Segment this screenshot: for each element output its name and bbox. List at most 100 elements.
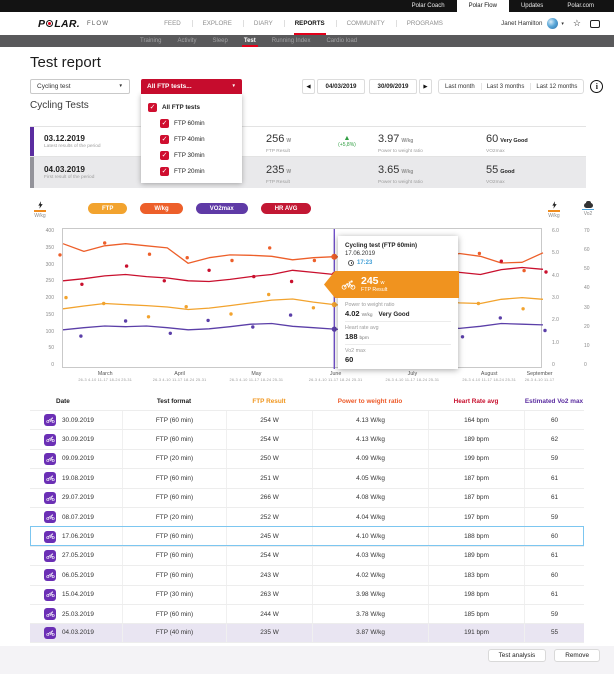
subnav-sleep[interactable]: Sleep	[204, 35, 235, 47]
selected-data-point[interactable]	[332, 302, 337, 307]
table-row[interactable]: 25.03.2019FTP (60 min)244 W3.78 W/kg185 …	[30, 604, 584, 623]
table-cell-power-to-weight: 4.02 W/kg	[312, 566, 428, 584]
selected-data-point[interactable]	[332, 327, 337, 332]
right-axis-header-wkg: W/kg	[544, 201, 564, 219]
favorites-star-icon[interactable]: ☆	[573, 19, 581, 28]
start-date-input[interactable]: 04/03/2019	[317, 79, 365, 94]
column-header-ftp-result[interactable]: FTP Result	[226, 398, 312, 405]
selected-data-point[interactable]	[331, 254, 337, 260]
prev-period-button[interactable]: ◀	[302, 79, 315, 94]
tooltip-ftp-banner: 245 w FTP Result	[324, 271, 459, 298]
table-row[interactable]: 30.09.2019FTP (60 min)254 W4.13 W/kg164 …	[30, 410, 584, 429]
nav-item-explore[interactable]: EXPLORE	[192, 12, 243, 35]
checkbox-checked-icon[interactable]: ✓	[160, 119, 169, 128]
link-polar-coach[interactable]: Polar Coach	[400, 0, 457, 12]
dropdown-option-ftp-30[interactable]: ✓ FTP 30min	[141, 147, 242, 163]
table-row[interactable]: 27.05.2019FTP (60 min)254 W4.03 W/kg189 …	[30, 546, 584, 565]
user-avatar[interactable]	[547, 18, 558, 29]
polar-logo[interactable]: PLAR. FLOW	[38, 18, 109, 30]
trend-chart[interactable]	[62, 228, 542, 368]
link-polar-flow[interactable]: Polar Flow	[457, 0, 509, 12]
subnav-test[interactable]: Test	[236, 35, 264, 47]
table-row[interactable]: 06.05.2019FTP (60 min)243 W4.02 W/kg183 …	[30, 565, 584, 584]
nav-item-diary[interactable]: DIARY	[243, 12, 284, 35]
cycling-icon	[44, 627, 56, 639]
preset-last-3-months[interactable]: Last 3 months	[481, 80, 531, 93]
summary-row-first[interactable]: 04.03.2019 First result of the period FT…	[30, 157, 586, 188]
table-cell-ftp-result: 251 W	[226, 469, 312, 487]
table-cell-date: 29.07.2019	[30, 489, 122, 507]
legend-ftp[interactable]: FTP	[88, 203, 127, 214]
table-cell-date: 08.07.2019	[30, 508, 122, 526]
nav-item-reports[interactable]: REPORTS	[284, 12, 336, 35]
axis-underline	[548, 210, 560, 212]
axis-tick-vo2: 70	[584, 228, 590, 234]
scatter-dot	[521, 307, 524, 310]
scatter-dot	[289, 313, 292, 316]
user-menu[interactable]: Janet Hamilton ▾ ☆	[501, 18, 600, 29]
next-period-button[interactable]: ▶	[419, 79, 432, 94]
column-header-heart-rate-avg[interactable]: Heart Rate avg	[428, 398, 524, 405]
legend-wkg[interactable]: W/kg	[140, 203, 182, 214]
test-type-select[interactable]: Cycling test ▼	[30, 79, 130, 94]
column-header-test-format[interactable]: Test format	[122, 398, 226, 405]
column-header-estimated-vo2-max[interactable]: Estimated Vo2 max	[524, 398, 584, 405]
nav-item-community[interactable]: COMMUNITY	[336, 12, 396, 35]
ftp-caption: FTP Result	[266, 149, 326, 154]
scatter-dot	[103, 241, 106, 244]
link-updates[interactable]: Updates	[509, 0, 555, 12]
subnav-training[interactable]: Training	[132, 35, 169, 47]
table-cell-ftp-result: 243 W	[226, 566, 312, 584]
checkbox-checked-icon[interactable]: ✓	[160, 167, 169, 176]
table-row[interactable]: 04.03.2019FTP (40 min)235 W3.87 W/kg191 …	[30, 623, 584, 642]
checkbox-checked-icon[interactable]: ✓	[160, 151, 169, 160]
checkbox-checked-icon[interactable]: ✓	[148, 103, 157, 112]
subnav-running-index[interactable]: Running Index	[264, 35, 319, 47]
preset-last-12-months[interactable]: Last 12 months	[530, 80, 583, 93]
tooltip-title: Cycling test (FTP 60min)	[345, 242, 451, 249]
date-range-controls: ◀ 04/03/2019 30/09/2019 ▶ Last month Las…	[302, 79, 603, 94]
table-row[interactable]: 09.09.2019FTP (20 min)250 W4.09 W/kg199 …	[30, 449, 584, 468]
right-axis-ticks-wkg: 6.05.04.03.02.01.00	[548, 228, 570, 368]
legend-vo2max[interactable]: VO2max	[196, 203, 248, 214]
scatter-dot	[477, 302, 480, 305]
date-value: 29.07.2019	[62, 494, 94, 501]
table-row[interactable]: 19.08.2019FTP (60 min)251 W4.05 W/kg187 …	[30, 468, 584, 487]
info-icon[interactable]: i	[590, 80, 603, 93]
table-row[interactable]: 29.07.2019FTP (60 min)266 W4.08 W/kg187 …	[30, 488, 584, 507]
ftp-filter-select[interactable]: All FTP tests... ▼	[141, 79, 242, 94]
table-cell-vo2max: 59	[524, 450, 584, 468]
dropdown-option-ftp-60[interactable]: ✓ FTP 60min	[141, 115, 242, 131]
month-label: March26-3 4-10 11-17 18-24 25-31	[78, 371, 132, 382]
tooltip-row-label: Heart rate avg	[345, 325, 451, 331]
column-header-power-to-weight-ratio[interactable]: Power to weight ratio	[312, 398, 428, 405]
table-row[interactable]: 15.04.2019FTP (30 min)263 W3.98 W/kg198 …	[30, 585, 584, 604]
table-row[interactable]: 30.09.2019FTP (60 min)254 W4.13 W/kg189 …	[30, 429, 584, 448]
link-polar-com[interactable]: Polar.com	[555, 0, 606, 12]
legend-hr-avg[interactable]: HR AVG	[261, 203, 312, 214]
table-cell-date: 09.09.2019	[30, 450, 122, 468]
table-row[interactable]: 17.06.2019FTP (60 min)245 W4.10 W/kg188 …	[30, 526, 584, 545]
axis-tick-vo2: 50	[584, 266, 590, 272]
remove-button[interactable]: Remove	[554, 649, 600, 662]
dropdown-option-ftp-40[interactable]: ✓ FTP 40min	[141, 131, 242, 147]
subnav-activity[interactable]: Activity	[169, 35, 204, 47]
nav-item-programs[interactable]: PROGRAMS	[396, 12, 454, 35]
test-analysis-button[interactable]: Test analysis	[488, 649, 547, 662]
dropdown-option-all[interactable]: ✓ All FTP tests	[141, 99, 242, 115]
date-value: 30.09.2019	[62, 417, 94, 424]
table-cell-format: FTP (60 min)	[122, 527, 226, 545]
tooltip-row-unit: W/kg	[362, 313, 373, 318]
summary-row-latest[interactable]: 03.12.2019 Latest results of the period …	[30, 126, 586, 157]
test-type-value: Cycling test	[37, 83, 71, 90]
preset-last-month[interactable]: Last month	[439, 80, 481, 93]
column-header-date[interactable]: Date	[30, 398, 122, 405]
subnav-cardio-load[interactable]: Cardio load	[318, 35, 365, 47]
end-date-input[interactable]: 30/09/2019	[369, 79, 417, 94]
chevron-down-icon: ▼	[232, 84, 236, 89]
feedback-chat-icon[interactable]	[590, 20, 600, 28]
nav-item-feed[interactable]: FEED	[153, 12, 192, 35]
checkbox-checked-icon[interactable]: ✓	[160, 135, 169, 144]
table-row[interactable]: 08.07.2019FTP (20 min)252 W4.04 W/kg197 …	[30, 507, 584, 526]
dropdown-option-ftp-20[interactable]: ✓ FTP 20min	[141, 163, 242, 179]
